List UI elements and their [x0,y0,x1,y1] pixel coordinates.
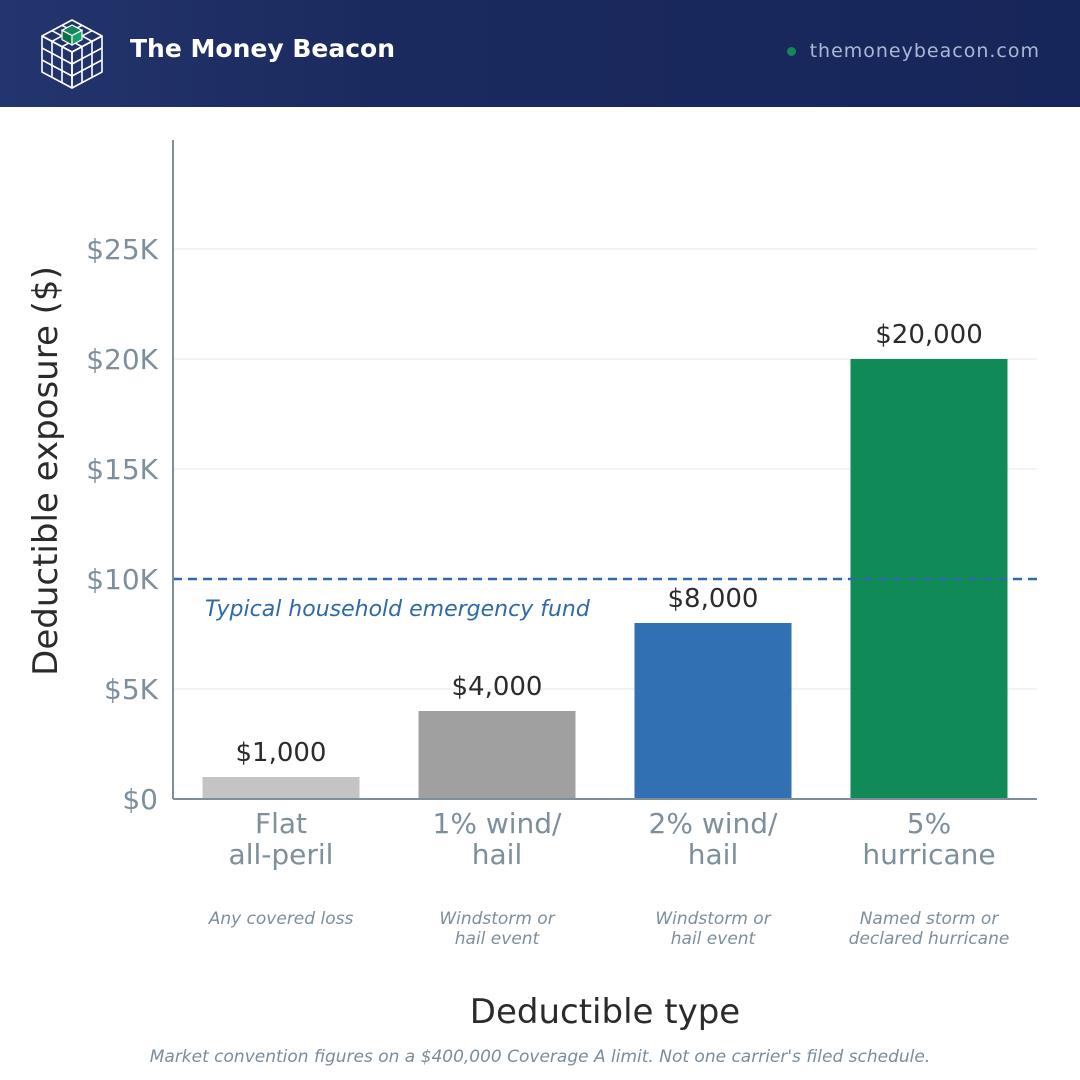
x-tick-label: 5% [907,807,951,840]
bar-value-label: $20,000 [875,320,983,350]
x-tick-sublabel: hail event [455,929,541,949]
brand-name: The Money Beacon [130,34,395,63]
x-tick-label: all-peril [229,838,334,871]
y-tick-label: $0 [122,783,158,816]
bar-value-label: $8,000 [668,584,759,614]
website-text: themoneybeacon.com [809,40,1040,62]
y-axis-title: Deductible exposure ($) [26,266,66,676]
x-tick-label: Flat [255,807,307,840]
x-tick-label: 2% wind/ [649,807,779,840]
header-bar: The Money Beacon themoneybeacon.com [0,0,1080,107]
y-tick-label: $25K [86,233,158,266]
x-tick-sublabel: Windstorm or [655,909,771,929]
bar [202,777,360,799]
x-tick-sublabel: Any covered loss [208,909,354,929]
x-tick-label: hail [472,838,522,871]
cube-grid-logo-icon [41,19,103,89]
x-axis-title: Deductible type [470,992,740,1032]
bar-value-label: $1,000 [236,738,327,768]
y-tick-label: $5K [104,673,159,706]
status-dot-icon [786,46,796,56]
bar [634,623,792,799]
y-tick-label: $15K [86,453,158,486]
x-tick-label: hail [688,838,738,871]
x-tick-sublabel: Windstorm or [439,909,555,929]
x-tick-sublabel: Named storm or [860,909,1000,929]
bar-value-label: $4,000 [452,672,543,702]
y-tick-label: $10K [86,563,158,596]
reference-line-label: Typical household emergency fund [205,597,591,622]
website-link[interactable]: themoneybeacon.com [786,40,1040,62]
x-tick-label: 1% wind/ [433,807,563,840]
footnote: Market convention figures on a $400,000 … [149,1047,931,1067]
y-tick-label: $20K [86,343,158,376]
x-tick-label: hurricane [862,838,995,871]
bar [418,711,576,799]
x-tick-sublabel: hail event [671,929,757,949]
x-tick-sublabel: declared hurricane [849,929,1010,949]
